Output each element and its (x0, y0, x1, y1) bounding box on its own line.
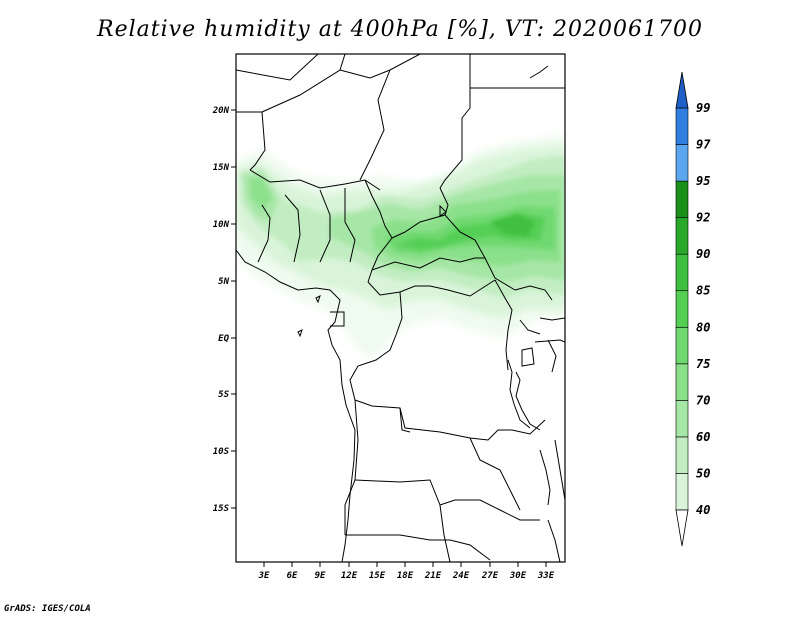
lat-label-20n: 20N (212, 106, 230, 116)
lon-label-30e: 30E (509, 571, 527, 581)
lon-label-15e: 15E (369, 571, 386, 581)
colorbar-box (675, 290, 689, 328)
colorbar-box (675, 326, 689, 365)
colorbar-box (675, 473, 689, 511)
colorbar-label: 50 (696, 466, 710, 480)
colorbar-label: 99 (696, 101, 710, 115)
colorbar-label: 92 (696, 211, 710, 225)
lon-label-12e: 12E (341, 571, 358, 581)
lon-label-6e: 6E (287, 571, 298, 581)
colorbar-bottom-triangle (675, 509, 689, 547)
lon-label-3e: 3E (258, 571, 270, 581)
humidity-field (236, 135, 565, 358)
colorbar-box (675, 217, 689, 255)
lon-label-33e: 33E (537, 571, 555, 581)
lat-label-10n: 10N (213, 220, 230, 230)
colorbar-top-triangle (675, 71, 689, 109)
grads-credit: GrADS: IGES/COLA (4, 604, 91, 614)
colorbar-box (675, 400, 689, 438)
lon-label-21e: 21E (424, 571, 442, 581)
colorbar-label: 97 (696, 138, 711, 152)
chart-title: Relative humidity at 400hPa [%], VT: 202… (97, 17, 703, 42)
lon-label-27e: 27E (481, 571, 499, 581)
lat-label-10s: 10S (213, 447, 230, 457)
colorbar: 40 50 60 70 75 80 85 90 92 95 97 99 (675, 71, 711, 547)
colorbar-label: 70 (696, 393, 710, 407)
longitude-axis: 3E 6E 9E 12E 15E 18E 21E 24E 27E 30E 33E (258, 562, 555, 581)
lat-label-5s: 5S (218, 390, 229, 400)
lat-label-5n: 5N (218, 277, 229, 287)
colorbar-label: 40 (696, 503, 710, 517)
colorbar-label: 60 (696, 430, 710, 444)
lon-label-18e: 18E (397, 571, 414, 581)
colorbar-box (675, 144, 689, 182)
lat-label-15n: 15N (213, 163, 230, 173)
colorbar-box (675, 363, 689, 401)
colorbar-box (675, 253, 689, 292)
colorbar-box (675, 436, 689, 474)
lat-label-15s: 15S (213, 504, 230, 514)
latitude-axis: 20N 15N 10N 5N EQ 5S 10S 15S (212, 106, 236, 514)
lat-label-eq: EQ (218, 334, 229, 344)
map-frame (235, 53, 566, 563)
colorbar-label: 80 (696, 320, 710, 334)
colorbar-label: 75 (696, 357, 710, 371)
lon-label-24e: 24E (452, 571, 470, 581)
colorbar-box (675, 180, 689, 218)
country-borders (236, 54, 565, 562)
lon-label-9e: 9E (315, 571, 326, 581)
humidity-contour-90 (490, 214, 535, 236)
colorbar-label: 95 (696, 174, 710, 188)
colorbar-box (675, 107, 689, 145)
colorbar-label: 90 (696, 247, 710, 261)
colorbar-label: 85 (696, 284, 710, 298)
